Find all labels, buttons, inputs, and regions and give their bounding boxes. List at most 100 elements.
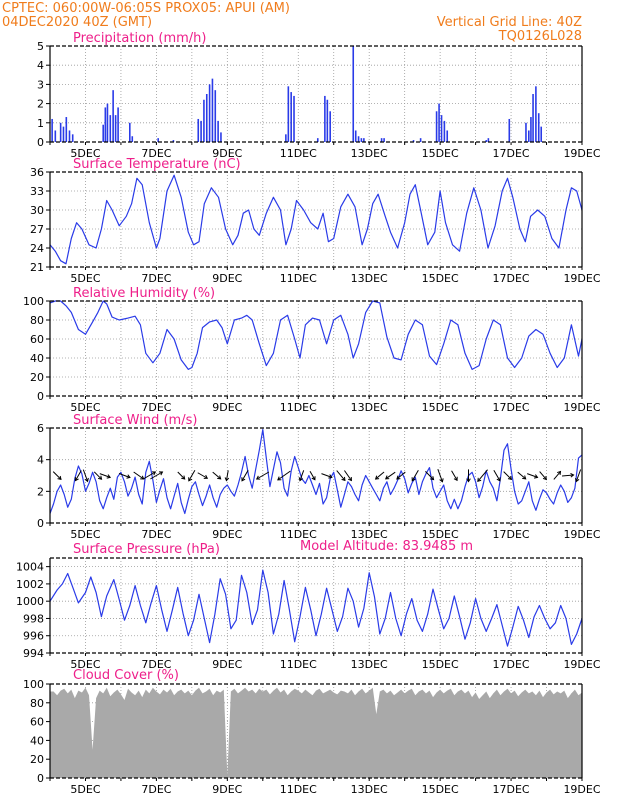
pressure-ytick-label: 1004 <box>16 561 44 574</box>
wind-arrow <box>396 471 406 480</box>
header-model-code: TQ0126L028 <box>498 29 582 44</box>
wind-arrow <box>82 469 89 483</box>
header-grid-line: Vertical Grid Line: 40Z <box>437 15 582 30</box>
precip-xtick-label: 13DEC <box>351 147 388 160</box>
pressure-ytick-label: 1002 <box>16 578 44 591</box>
pressure-xtick-label: 19DEC <box>563 658 600 671</box>
cloud-xtick-label: 19DEC <box>563 783 600 796</box>
header-date: 04DEC2020 40Z (GMT) <box>2 15 152 30</box>
wind-panel: Surface Wind (m/s) 0 2 4 6 5DEC 7DEC 9DEC 11DEC 1… <box>37 413 601 541</box>
wind-arrow-head <box>255 475 261 480</box>
rh-xtick-label: 9DEC <box>212 401 242 414</box>
wind-arrow-shaft <box>150 471 163 480</box>
precip-xtick-label: 11DEC <box>280 147 317 160</box>
wind-arrow-head <box>158 471 164 476</box>
wind-xtick-label: 19DEC <box>563 528 600 541</box>
temp-line <box>49 174 583 265</box>
wind-arrow-head <box>84 477 89 483</box>
wind-arrow <box>197 472 209 479</box>
precip-bar <box>326 99 329 142</box>
wind-arrow <box>553 470 562 480</box>
wind-arrow <box>466 469 471 483</box>
wind-arrow <box>477 469 488 483</box>
wind-arrow-shaft <box>118 473 131 478</box>
rh-xtick-label: 19DEC <box>563 401 600 414</box>
cloud-xtick-label: 15DEC <box>422 783 459 796</box>
wind-arrow-head <box>466 478 471 483</box>
wind-arrow-head <box>203 474 209 479</box>
precip-bar <box>211 78 214 142</box>
precip-bar <box>54 130 57 142</box>
pressure-xtick-label: 7DEC <box>141 658 171 671</box>
wind-arrow-shaft <box>561 474 574 477</box>
wind-arrow <box>52 471 62 481</box>
wind-xtick-label: 5DEC <box>70 528 100 541</box>
wind-arrow-shaft <box>99 473 111 478</box>
wind-arrow <box>93 471 103 480</box>
precip-bar <box>287 86 290 142</box>
wind-arrow-shaft <box>197 472 208 479</box>
wind-arrow-shaft <box>188 469 196 482</box>
precip-bar <box>117 107 119 142</box>
wind-arrow-shaft <box>477 469 488 482</box>
wind-arrow <box>99 473 112 479</box>
rh-ytick-label: 100 <box>23 295 44 308</box>
wind-arrow <box>451 470 458 482</box>
wind-xtick-label: 13DEC <box>351 528 388 541</box>
cloud-title: Cloud Cover (%) <box>73 668 179 683</box>
wind-arrow-shaft <box>82 469 89 482</box>
wind-arrow <box>188 469 196 482</box>
wind-arrow-shaft <box>503 471 512 480</box>
wind-arrow-head <box>453 476 458 482</box>
cloud-ytick-label: 0 <box>37 772 44 785</box>
wind-arrow-head <box>311 476 316 481</box>
pressure-ytick-label: 996 <box>23 630 44 643</box>
wind-xtick-label: 17DEC <box>493 528 530 541</box>
pressure-xtick-label: 5DEC <box>70 658 100 671</box>
wind-arrow-head <box>277 476 282 481</box>
precip-xtick-label: 5DEC <box>70 147 100 160</box>
wind-arrow-shaft <box>225 470 229 481</box>
precip-bar <box>220 132 222 142</box>
precip-bar <box>285 134 287 142</box>
precip-bar <box>65 117 68 142</box>
precip-bar <box>530 117 532 142</box>
cloud-xtick-label: 5DEC <box>70 783 100 796</box>
wind-arrow <box>539 471 547 481</box>
precip-bar <box>106 103 109 142</box>
temp-ytick-label: 30 <box>30 204 44 217</box>
rh-line <box>49 300 583 370</box>
precip-bar <box>51 118 53 142</box>
cloud-panel: Cloud Cover (%) 0 20 40 60 80 100 5DEC 7DEC 9DEC 1… <box>23 668 601 796</box>
rh-xtick-label: 11DEC <box>280 401 317 414</box>
wind-arrow <box>224 470 230 482</box>
wind-arrow-shaft <box>517 471 527 480</box>
rh-ytick-label: 20 <box>30 371 44 384</box>
cloud-xtick-label: 7DEC <box>141 783 171 796</box>
pressure-ytick-label: 998 <box>23 612 44 625</box>
temp-xtick-label: 9DEC <box>212 272 242 285</box>
precip-bar <box>324 95 326 142</box>
temp-ytick-label: 33 <box>30 185 44 198</box>
wind-arrow-shaft <box>277 470 291 481</box>
precip-xtick-label: 19DEC <box>563 147 600 160</box>
wind-arrow <box>517 471 527 480</box>
precip-bar <box>293 95 295 142</box>
temp-xtick-label: 13DEC <box>351 272 388 285</box>
wind-arrow <box>336 470 346 482</box>
wind-xtick-label: 9DEC <box>212 528 242 541</box>
wind-arrow-head <box>496 477 501 482</box>
rh-ytick-label: 80 <box>30 314 44 327</box>
wind-arrow-head <box>106 474 112 479</box>
wind-arrow <box>411 469 419 482</box>
wind-arrow-head <box>507 475 513 481</box>
precip-bar <box>208 84 211 142</box>
wind-arrow <box>493 469 501 482</box>
wind-ytick-label: 4 <box>37 454 44 467</box>
wind-arrow-shaft <box>299 470 305 481</box>
wind-arrow-shaft <box>553 471 561 480</box>
precip-xtick-label: 7DEC <box>141 147 171 160</box>
pressure-xtick-label: 17DEC <box>493 658 530 671</box>
precip-bar <box>352 46 355 142</box>
precip-xtick-label: 9DEC <box>212 147 242 160</box>
